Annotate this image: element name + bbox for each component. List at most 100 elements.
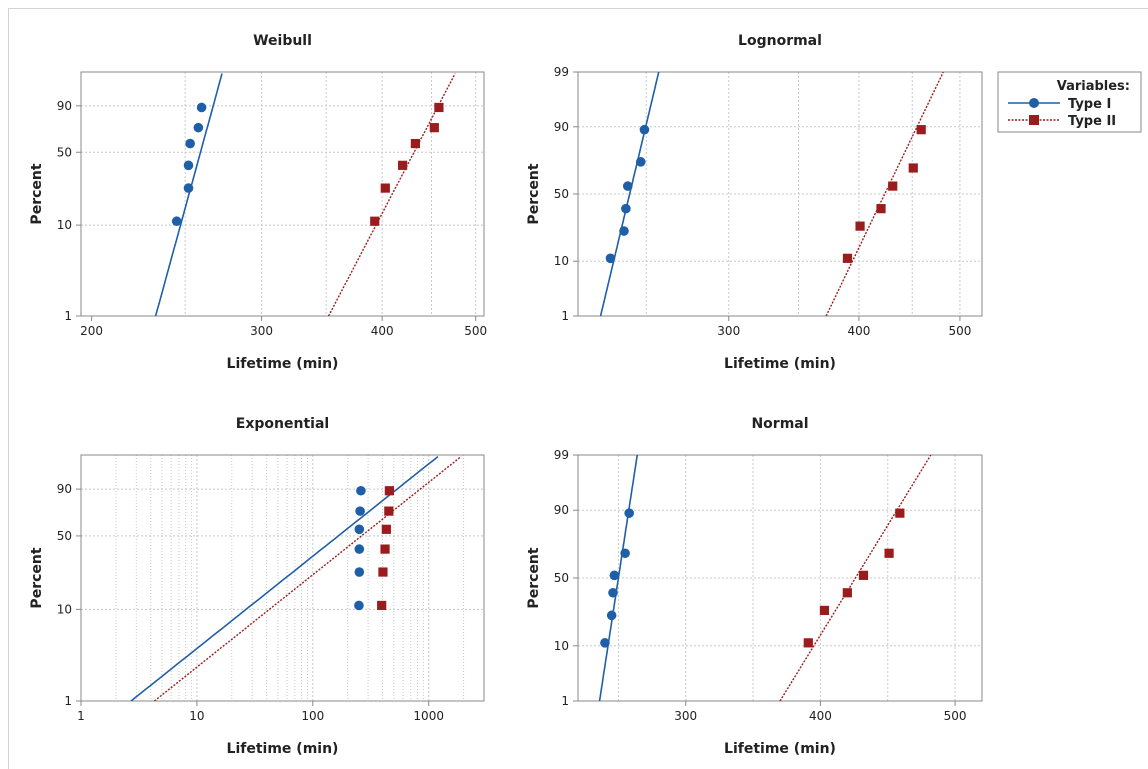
data-point [858, 570, 869, 580]
y-tick-label: 10 [554, 254, 569, 268]
y-tick-label: 10 [57, 218, 72, 232]
data-point [380, 544, 390, 554]
data-point [355, 506, 365, 516]
y-tick-label: 1 [561, 694, 569, 708]
fit-line [327, 73, 456, 316]
fit-line [598, 455, 639, 701]
data-point [608, 587, 618, 598]
data-point [855, 221, 865, 231]
x-axis-label: Lifetime (min) [724, 356, 836, 372]
data-point [624, 508, 634, 518]
data-point [370, 216, 380, 226]
x-axis-label: Lifetime (min) [227, 356, 339, 372]
data-point [600, 638, 610, 648]
data-point [619, 226, 629, 236]
series-type-ii [153, 456, 462, 701]
panel-normal: 300 400 500 1 10 50 90 99 Normal Lifetime (min) Pe… [526, 416, 983, 757]
data-point [356, 485, 366, 496]
x-tick-label: 400 [371, 324, 394, 338]
y-tick-label: 50 [57, 529, 72, 543]
fit-line [130, 455, 439, 701]
x-tick-label: 1 [77, 709, 85, 723]
y-tick-label: 50 [554, 187, 569, 201]
legend-marker [1029, 115, 1039, 125]
panel-lognormal: 300 400 500 1 10 50 90 99 Lognormal Lifetime (min… [526, 33, 983, 372]
y-tick-label: 1 [64, 694, 72, 708]
x-tick-label: 10 [189, 709, 204, 723]
data-point [429, 123, 439, 133]
data-point [620, 548, 630, 559]
data-point [185, 138, 195, 149]
y-axis-label: Percent [29, 163, 45, 224]
x-axis-label: Lifetime (min) [724, 741, 836, 757]
y-axis-label: Percent [526, 163, 542, 224]
data-point [876, 204, 886, 214]
data-point [410, 138, 420, 149]
x-tick-label: 300 [250, 324, 273, 338]
fit-line [153, 456, 462, 701]
data-point [621, 203, 631, 214]
data-point [354, 600, 364, 611]
y-tick-label: 90 [554, 503, 569, 517]
data-point [605, 253, 616, 264]
data-point [895, 508, 905, 518]
data-point [183, 160, 194, 171]
data-point [381, 524, 391, 534]
data-point [377, 600, 387, 611]
chart-title: Exponential [236, 416, 329, 432]
y-tick-label: 99 [554, 65, 569, 79]
data-point [884, 548, 894, 558]
x-tick-label: 200 [80, 324, 103, 338]
x-tick-label: 300 [717, 324, 740, 338]
data-point [354, 567, 365, 577]
y-tick-label: 99 [554, 448, 569, 462]
chart-title: Weibull [253, 33, 312, 49]
data-point [803, 638, 813, 648]
series-type-i [598, 455, 639, 701]
data-point [635, 157, 646, 167]
data-point [842, 253, 853, 263]
data-point [819, 605, 830, 616]
data-point [842, 588, 852, 598]
legend-box [997, 71, 1142, 133]
chart-title: Normal [751, 416, 808, 432]
y-tick-label: 1 [64, 309, 72, 323]
x-axis-label: Lifetime (min) [227, 741, 339, 757]
data-point [354, 544, 365, 554]
data-point [609, 570, 620, 581]
legend-item-type-i: Type I [1008, 97, 1111, 112]
legend-title: Variables: [1057, 79, 1130, 94]
data-point [384, 506, 394, 516]
data-point [193, 122, 204, 133]
y-tick-label: 90 [554, 120, 569, 134]
chart-title: Lognormal [738, 33, 822, 49]
data-point [398, 160, 408, 170]
data-point [354, 524, 365, 535]
panel-exponential: 1 10 100 1000 1 10 50 90 Exponential Lifetime (mi… [29, 416, 485, 757]
data-point [639, 124, 650, 135]
fit-line [599, 72, 660, 316]
legend: Variables: Type I Type II [997, 71, 1142, 133]
x-tick-label: 500 [944, 709, 967, 723]
y-axis-label: Percent [526, 547, 542, 608]
x-tick-label: 100 [301, 709, 324, 723]
series-type-i [130, 455, 439, 701]
data-point [183, 183, 194, 193]
figure-frame [8, 8, 1148, 769]
legend-label: Type I [1068, 97, 1111, 112]
y-tick-label: 50 [57, 145, 72, 159]
series-type-ii [825, 72, 944, 316]
plot-frame [80, 454, 485, 702]
data-point [622, 181, 633, 191]
x-tick-label: 300 [674, 709, 697, 723]
data-point [434, 102, 444, 113]
fit-line [825, 72, 944, 316]
data-point [606, 610, 617, 621]
y-tick-label: 1 [561, 309, 569, 323]
data-point [196, 102, 207, 113]
y-tick-label: 50 [554, 571, 569, 585]
series-type-ii [779, 455, 932, 701]
y-tick-label: 90 [57, 482, 72, 496]
x-tick-label: 400 [809, 709, 832, 723]
